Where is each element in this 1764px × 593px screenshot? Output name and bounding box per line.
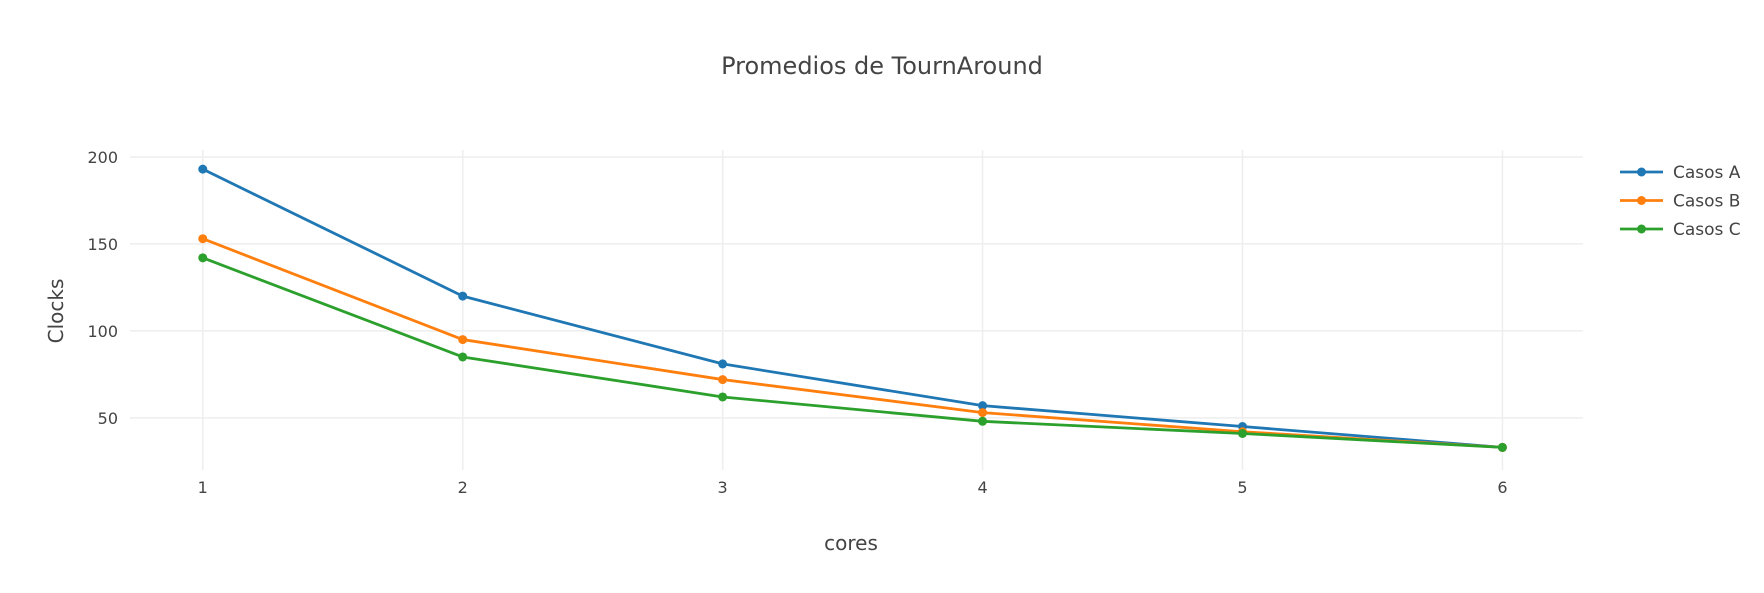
series-1	[198, 164, 1507, 452]
legend-marker	[1637, 167, 1646, 177]
data-point[interactable]	[718, 375, 728, 385]
legend-item[interactable]: Casos A	[1620, 163, 1741, 183]
data-point[interactable]	[458, 291, 468, 301]
series-layer	[198, 164, 1507, 452]
data-point[interactable]	[198, 164, 208, 174]
series-3	[198, 253, 1507, 452]
grid	[130, 150, 1583, 470]
y-tick-label: 150	[87, 235, 118, 254]
data-point[interactable]	[1497, 442, 1507, 452]
legend-item[interactable]: Casos B	[1620, 192, 1740, 212]
y-tick-label: 50	[98, 409, 118, 428]
data-point[interactable]	[198, 253, 208, 263]
x-axis-ticks: 1 2 3 4 5 6	[198, 478, 1508, 497]
data-point[interactable]	[458, 352, 468, 362]
data-point[interactable]	[458, 335, 468, 345]
data-point[interactable]	[198, 234, 208, 244]
y-axis-title: Clocks	[44, 279, 68, 344]
chart-title: Promedios de TournAround	[721, 52, 1043, 80]
legend-label: Casos A	[1673, 163, 1741, 183]
x-tick-label: 1	[198, 478, 208, 497]
data-point[interactable]	[718, 359, 728, 369]
x-tick-label: 3	[718, 478, 728, 497]
data-point[interactable]	[1237, 428, 1247, 438]
series-line	[202, 237, 1503, 449]
legend-label: Casos B	[1673, 192, 1740, 212]
x-tick-label: 6	[1497, 478, 1507, 497]
legend-marker	[1637, 224, 1646, 234]
legend-item[interactable]: Casos C	[1620, 220, 1741, 240]
data-point[interactable]	[978, 401, 988, 411]
y-axis-ticks: 50 100 150 200	[87, 148, 118, 428]
series-line	[202, 167, 1503, 449]
x-axis-title: cores	[824, 531, 878, 555]
y-tick-label: 100	[87, 322, 118, 341]
legend-label: Casos C	[1673, 220, 1741, 240]
legend-marker	[1637, 196, 1646, 205]
x-tick-label: 4	[977, 478, 987, 497]
series-2	[198, 234, 1507, 452]
data-point[interactable]	[978, 416, 988, 426]
x-tick-label: 2	[458, 478, 468, 497]
data-point[interactable]	[978, 408, 988, 418]
y-tick-label: 200	[87, 148, 118, 167]
series-line	[202, 256, 1503, 449]
x-tick-label: 5	[1237, 478, 1247, 497]
data-point[interactable]	[718, 392, 728, 402]
legend[interactable]: Casos A Casos B Casos C	[1620, 163, 1741, 240]
